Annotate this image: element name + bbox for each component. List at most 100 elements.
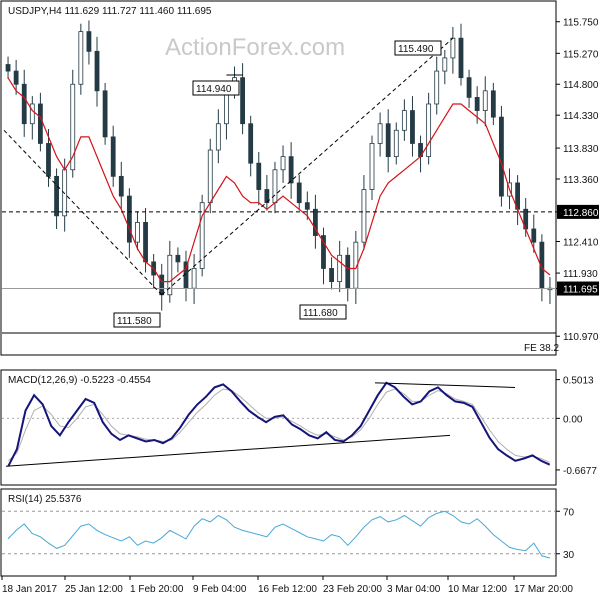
- candle-body: [369, 143, 375, 190]
- rsi-y-tick-label: 70: [563, 507, 575, 518]
- candle-body: [280, 156, 286, 171]
- candle-body: [199, 202, 205, 269]
- candle-body: [393, 129, 399, 158]
- x-axis: 18 Jan 2017 25 Jan 12:00 1 Feb 20:00 9 Feb …: [1, 576, 573, 595]
- current-price-box: [557, 281, 599, 296]
- price-annotation-box: [394, 40, 442, 56]
- candle-body: [474, 97, 480, 111]
- price-y-tick-label: 114.800: [563, 80, 599, 91]
- macd-y-tick-label: -0.6677: [563, 466, 597, 477]
- candle-body: [337, 254, 343, 283]
- candle-body: [224, 90, 229, 125]
- x-tick-label: 25 Jan 12:00: [65, 584, 123, 595]
- candle-body: [272, 169, 278, 204]
- candle-body: [54, 175, 59, 217]
- candle-body: [450, 37, 456, 59]
- macd-signal-line: [7, 388, 550, 463]
- candle-body: [499, 116, 504, 197]
- x-tick-label: 3 Mar 04:00: [387, 584, 441, 595]
- candle-body: [135, 222, 140, 243]
- candle-body: [102, 90, 108, 138]
- current-price-label: 111.695: [563, 285, 598, 296]
- x-tick-label: 10 Mar 12:00: [448, 584, 507, 595]
- fib-projection-line: [3, 129, 163, 296]
- candle-body: [37, 103, 43, 144]
- price-annotation-box: [299, 304, 347, 320]
- candle-body: [401, 110, 407, 131]
- price-y-tick-label: 115.270: [563, 49, 599, 60]
- price-panel-frame: [0, 0, 557, 356]
- price-header-label: USDJPY,H4 111.629 111.727 111.460 111.69…: [8, 6, 212, 17]
- price-y-tick-label: 114.330: [563, 111, 599, 122]
- fe-label: FE 38.2: [524, 343, 559, 354]
- candle-body: [191, 268, 197, 289]
- candle-body: [143, 222, 148, 263]
- macd-panel-frame: [0, 369, 557, 486]
- price-y-tick-label: 115.750: [563, 18, 599, 29]
- watermark: ActionForex.com: [165, 34, 345, 61]
- candle-body: [361, 189, 367, 243]
- candle-body: [240, 77, 246, 125]
- price-annotation-box: [192, 80, 240, 96]
- macd-trendline: [5, 434, 451, 467]
- price-y-tick-label: 110.970: [563, 332, 599, 343]
- candle-body: [490, 90, 496, 118]
- macd-trendline: [374, 382, 516, 388]
- candle-body: [321, 235, 326, 269]
- price-annotation-box: [113, 312, 161, 328]
- candle-body: [70, 83, 76, 171]
- candle-body: [13, 70, 19, 85]
- candle-body: [29, 103, 35, 125]
- candle-body: [175, 254, 181, 263]
- candle-body: [434, 70, 440, 105]
- candle-body: [329, 268, 334, 283]
- x-tick-label: 1 Feb 20:00: [130, 584, 184, 595]
- candle-body: [207, 149, 213, 204]
- rsi-y-tick-label: 30: [563, 550, 575, 561]
- candle-body: [159, 274, 165, 296]
- candle-body: [442, 57, 448, 72]
- candle-body: [410, 110, 415, 144]
- price-annotation-label: 115.490: [398, 44, 434, 55]
- macd-lines: 0.5013 0.00 -0.6677: [2, 376, 597, 477]
- candle-body: [86, 31, 92, 52]
- price-y-tick-label: 113.830: [563, 144, 599, 155]
- price-overlays: 112.860 111.695 114.940 111.580 111.680 115.4…: [2, 37, 599, 334]
- candle-body: [118, 175, 124, 197]
- macd-y-tick-label: 0.00: [563, 414, 583, 425]
- candle-body: [126, 195, 132, 243]
- x-tick-label: 18 Jan 2017: [2, 584, 57, 595]
- candle-body: [466, 77, 472, 98]
- candle-body: [482, 90, 488, 111]
- candle-body: [78, 31, 84, 85]
- x-tick-label: 17 Mar 20:00: [514, 584, 573, 595]
- candle-body: [312, 208, 318, 236]
- candle-body: [377, 123, 383, 144]
- price-y-axis: 115.750 115.270 114.800 114.330 113.830 113.3…: [556, 18, 599, 343]
- candle-body: [94, 50, 100, 92]
- price-annotation-label: 111.580: [117, 316, 152, 327]
- price-y-tick-label: 112.410: [563, 237, 599, 248]
- rsi-panel-frame: [0, 488, 557, 577]
- macd-y-tick-label: 0.5013: [563, 376, 594, 387]
- macd-line: [7, 381, 551, 467]
- candle-body: [288, 156, 294, 184]
- rsi-line: 70 30: [2, 507, 575, 561]
- candle-body: [215, 123, 221, 151]
- candle-body: [531, 228, 537, 243]
- candle-body: [426, 103, 432, 158]
- candle-body: [304, 202, 310, 210]
- candle-body: [296, 182, 302, 204]
- candle-body: [458, 37, 464, 79]
- x-tick-label: 16 Feb 12:00: [258, 584, 317, 595]
- candle-body: [248, 123, 254, 164]
- candle-body: [345, 254, 351, 289]
- candle-body: [5, 64, 11, 72]
- ma-line: [7, 77, 551, 283]
- candle-body: [256, 162, 262, 190]
- price-annotation-label: 114.940: [196, 84, 232, 95]
- price-y-tick-label: 111.930: [563, 269, 598, 280]
- candle-body: [110, 136, 116, 177]
